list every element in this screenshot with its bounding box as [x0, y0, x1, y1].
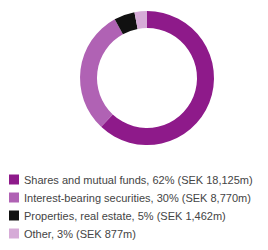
svg-text:Properties, real estate, 5% (S: Properties, real estate, 5% (SEK 1,462m) [24, 210, 226, 222]
svg-text:Interest-bearing securities, 3: Interest-bearing securities, 30% (SEK 8,… [24, 192, 251, 204]
svg-text:Other, 3% (SEK 877m): Other, 3% (SEK 877m) [24, 228, 136, 240]
svg-text:Shares and mutual funds, 62% (: Shares and mutual funds, 62% (SEK 18,125… [24, 174, 253, 186]
